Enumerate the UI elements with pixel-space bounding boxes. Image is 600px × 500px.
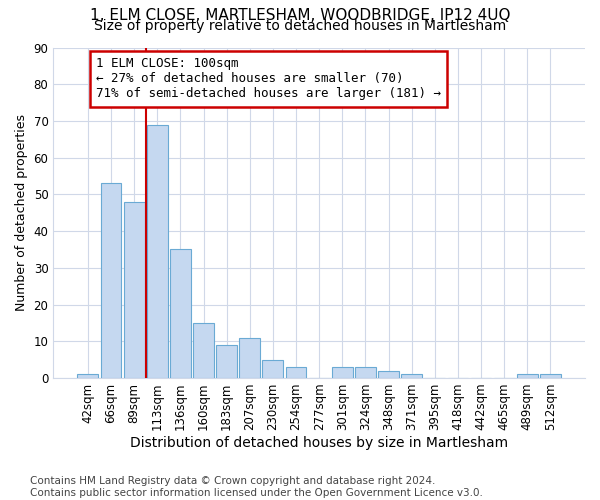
Bar [517,374,538,378]
Bar [355,367,376,378]
X-axis label: Distribution of detached houses by size in Martlesham: Distribution of detached houses by size … [130,436,508,450]
Y-axis label: Number of detached properties: Number of detached properties [15,114,28,311]
Text: 1, ELM CLOSE, MARTLESHAM, WOODBRIDGE, IP12 4UQ: 1, ELM CLOSE, MARTLESHAM, WOODBRIDGE, IP… [90,8,510,22]
Bar [378,370,399,378]
Bar [401,374,422,378]
Text: Size of property relative to detached houses in Martlesham: Size of property relative to detached ho… [94,19,506,33]
Bar [540,374,561,378]
Bar [262,360,283,378]
Bar [77,374,98,378]
Bar [101,184,121,378]
Bar [332,367,353,378]
Bar [170,250,191,378]
Text: 1 ELM CLOSE: 100sqm
← 27% of detached houses are smaller (70)
71% of semi-detach: 1 ELM CLOSE: 100sqm ← 27% of detached ho… [96,58,441,100]
Bar [216,345,237,378]
Bar [147,124,167,378]
Bar [193,323,214,378]
Bar [286,367,307,378]
Bar [124,202,145,378]
Text: Contains HM Land Registry data © Crown copyright and database right 2024.
Contai: Contains HM Land Registry data © Crown c… [30,476,483,498]
Bar [239,338,260,378]
